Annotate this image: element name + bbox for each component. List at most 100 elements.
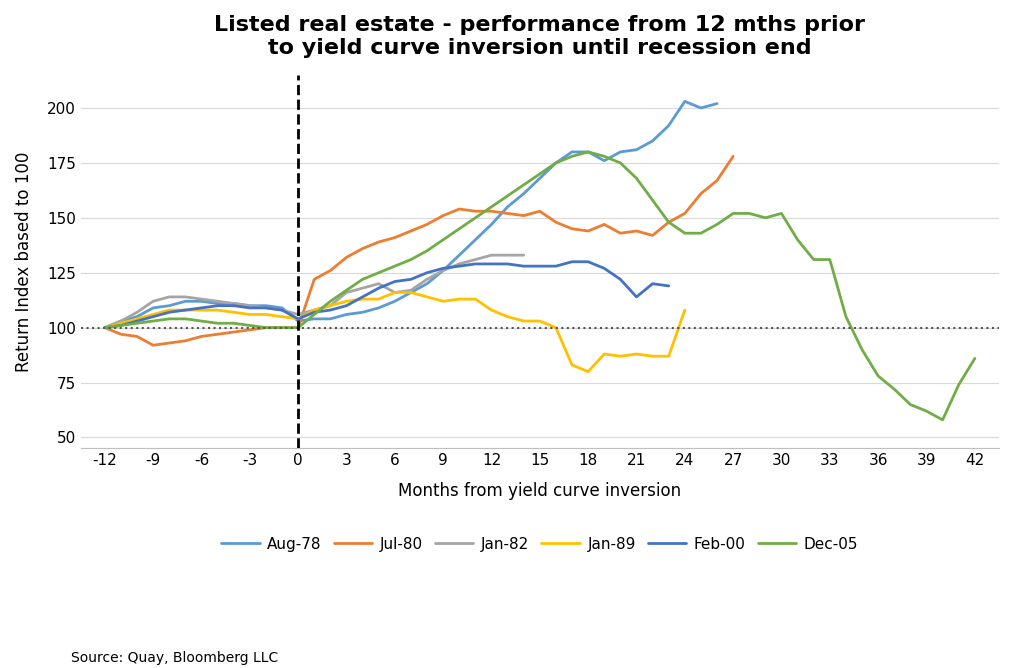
Aug-78 [372,304,384,312]
Jul-80 [324,267,337,275]
Jan-82 [131,308,143,316]
Jan-89 [131,315,143,323]
Jan-89 [276,313,288,321]
Jan-89 [292,315,304,323]
Jul-80 [243,326,256,334]
Feb-00 [486,260,498,268]
Aug-78 [357,308,369,316]
Feb-00 [372,284,384,292]
Jan-89 [631,350,643,358]
Jul-80 [631,227,643,235]
Jul-80 [727,152,739,160]
Aug-78 [308,315,320,323]
Jan-89 [582,367,594,375]
Aug-78 [131,313,143,321]
Feb-00 [662,282,674,290]
Jul-80 [486,207,498,215]
Jul-80 [647,231,659,239]
Aug-78 [292,317,304,325]
Jan-89 [357,295,369,303]
Line: Aug-78: Aug-78 [104,102,717,327]
Jan-89 [469,295,482,303]
Jul-80 [421,220,433,228]
Jul-80 [453,205,465,213]
Jan-89 [227,308,239,316]
Jan-89 [308,306,320,314]
Feb-00 [179,306,192,314]
Feb-00 [196,304,208,312]
Jan-89 [662,352,674,360]
Jul-80 [566,225,578,233]
Jul-80 [695,190,707,198]
Jul-80 [292,323,304,331]
Line: Dec-05: Dec-05 [104,152,974,420]
Text: Source: Quay, Bloomberg LLC: Source: Quay, Bloomberg LLC [71,651,278,665]
Dec-05 [196,317,208,325]
Aug-78 [243,302,256,310]
Jan-82 [179,293,192,301]
Jul-80 [227,328,239,336]
Jan-82 [292,311,304,319]
Aug-78 [388,297,401,305]
Feb-00 [388,277,401,285]
Jul-80 [372,238,384,246]
Jul-80 [517,212,529,220]
Aug-78 [469,236,482,244]
Jan-89 [486,306,498,314]
Jan-82 [388,289,401,297]
Jul-80 [147,341,159,349]
Jan-89 [678,306,691,314]
Jan-82 [147,297,159,305]
Jan-82 [163,293,175,301]
Jan-89 [614,352,627,360]
Aug-78 [324,315,337,323]
Dec-05 [308,311,320,319]
Aug-78 [614,148,627,156]
Line: Feb-00: Feb-00 [104,262,668,327]
Jan-89 [115,319,127,327]
Dec-05 [260,323,272,331]
Jul-80 [598,220,610,228]
Jul-80 [405,227,417,235]
Jul-80 [614,229,627,237]
Title: Listed real estate - performance from 12 mths prior
to yield curve inversion unt: Listed real estate - performance from 12… [214,15,865,58]
Feb-00 [437,265,449,273]
Feb-00 [631,293,643,301]
Feb-00 [324,306,337,314]
Jan-82 [469,256,482,264]
Feb-00 [212,302,224,310]
Dec-05 [968,355,981,363]
Aug-78 [421,280,433,288]
Jul-80 [357,244,369,253]
Jan-82 [453,260,465,268]
Aug-78 [98,323,111,331]
Jul-80 [582,227,594,235]
Jan-82 [517,251,529,259]
Jul-80 [502,209,514,217]
Dec-05 [421,246,433,255]
Aug-78 [196,297,208,305]
Feb-00 [550,262,562,270]
Feb-00 [163,308,175,316]
Jan-82 [324,302,337,310]
Jul-80 [469,207,482,215]
Jan-82 [196,295,208,303]
Jan-82 [115,317,127,325]
Jul-80 [711,176,723,184]
Feb-00 [260,304,272,312]
Jan-89 [243,311,256,319]
Jan-89 [341,297,353,305]
Aug-78 [678,98,691,106]
Feb-00 [357,293,369,301]
Jan-89 [212,306,224,314]
Feb-00 [533,262,546,270]
Feb-00 [582,258,594,266]
Feb-00 [147,313,159,321]
Jan-82 [308,306,320,314]
Aug-78 [711,100,723,108]
Aug-78 [437,267,449,275]
Jul-80 [341,253,353,261]
Jan-82 [341,289,353,297]
Y-axis label: Return Index based to 100: Return Index based to 100 [15,152,33,372]
Jan-82 [243,302,256,310]
